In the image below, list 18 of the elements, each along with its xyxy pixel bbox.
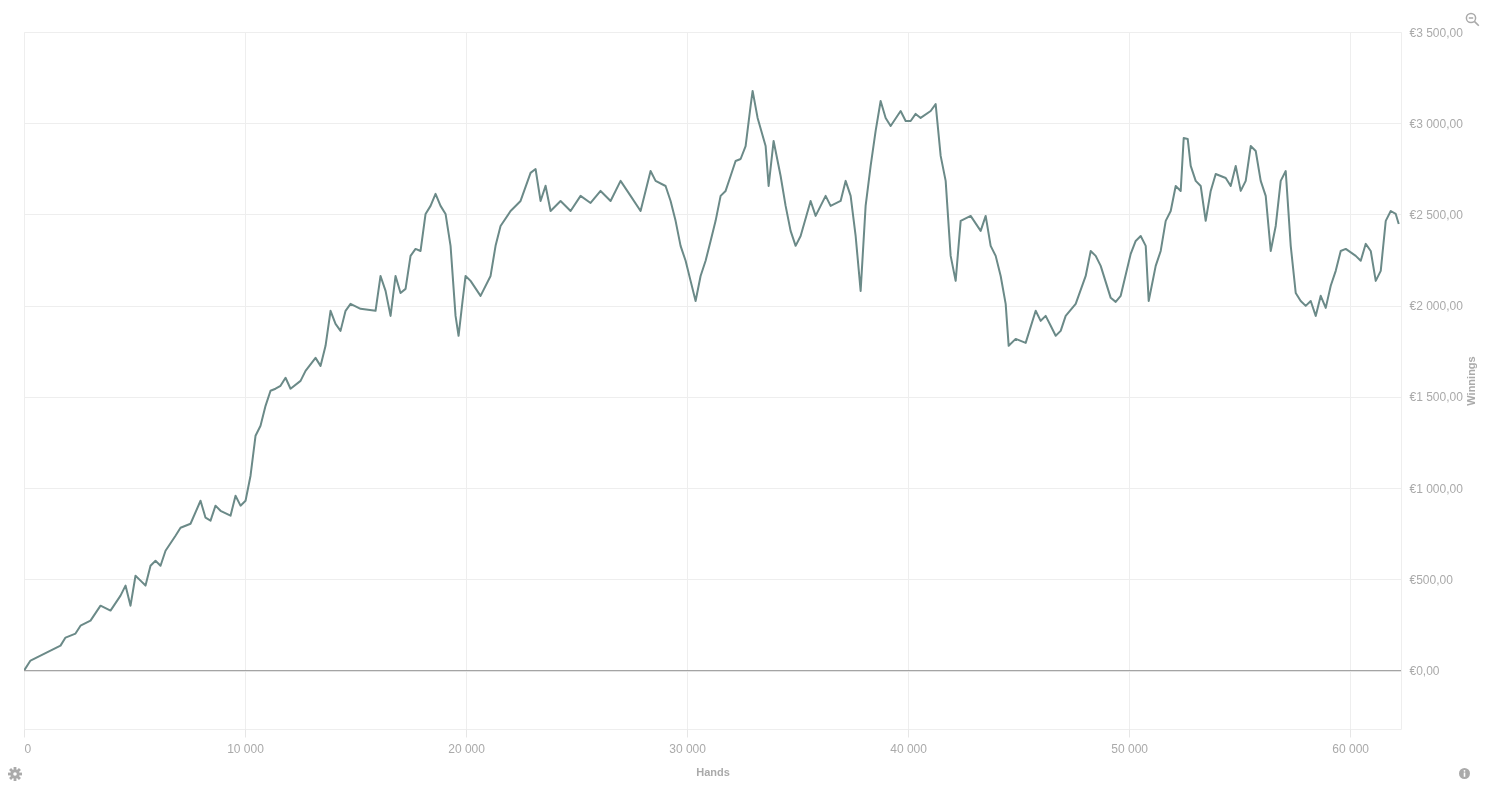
y-tick-label: €3 500,00: [1409, 25, 1464, 40]
x-axis-title: Hands: [696, 765, 730, 778]
y-tick-label: €2 000,00: [1409, 299, 1464, 314]
x-tick-label: 40 000: [890, 741, 928, 756]
x-tick-label: 10 000: [227, 741, 265, 756]
x-tick-label: 0: [24, 741, 32, 756]
y-axis-title: Winnings: [1464, 356, 1477, 406]
y-tick-label: €2 500,00: [1409, 207, 1464, 222]
y-tick-label: €1 500,00: [1409, 390, 1464, 405]
x-tick-label: 30 000: [669, 741, 707, 756]
line-series: [24, 89, 1400, 672]
x-tick-label: 20 000: [448, 741, 486, 756]
y-tick-label: €0,00: [1409, 664, 1440, 679]
y-tick-label: €1 000,00: [1409, 481, 1464, 496]
x-tick-label: 50 000: [1111, 741, 1149, 756]
y-tick-label: €500,00: [1409, 572, 1454, 587]
y-tick-label: €3 000,00: [1409, 116, 1464, 131]
x-tick-label: 60 000: [1332, 741, 1370, 756]
